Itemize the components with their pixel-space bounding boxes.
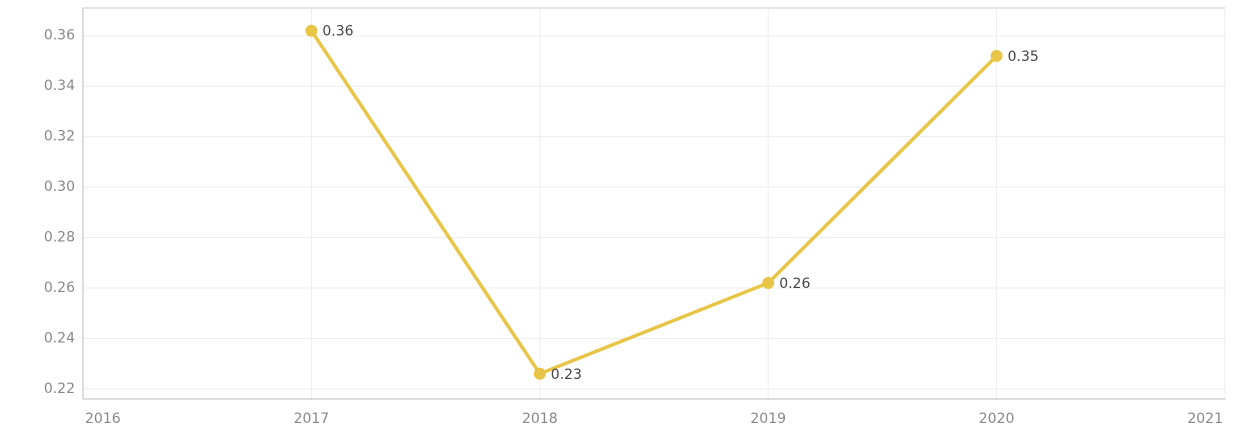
y-tick-label: 0.22: [44, 381, 75, 397]
point: [762, 276, 775, 289]
point: [533, 367, 546, 380]
data-label: 0.26: [779, 276, 810, 292]
y-tick-label: 0.32: [44, 129, 75, 145]
x-tick-label: 2018: [522, 411, 558, 427]
x-tick-label: 2020: [979, 411, 1015, 427]
data-label: 0.23: [551, 367, 582, 383]
x-tick-label: 2016: [85, 411, 121, 427]
data-label: 0.36: [322, 24, 353, 40]
y-tick-label: 0.26: [44, 280, 75, 296]
y-tick-label: 0.30: [44, 179, 75, 195]
point: [305, 24, 318, 37]
y-tick-label: 0.24: [44, 330, 75, 346]
data-label: 0.35: [1008, 49, 1039, 65]
x-tick-label: 2021: [1187, 411, 1223, 427]
y-tick-label: 0.36: [44, 28, 75, 44]
plot-frame: [82, 7, 1226, 400]
line: [309, 29, 998, 376]
y-tick-label: 0.34: [44, 78, 75, 94]
point: [990, 49, 1003, 62]
y-tick-label: 0.28: [44, 230, 75, 246]
x-tick-label: 2017: [294, 411, 330, 427]
x-tick-label: 2019: [750, 411, 786, 427]
